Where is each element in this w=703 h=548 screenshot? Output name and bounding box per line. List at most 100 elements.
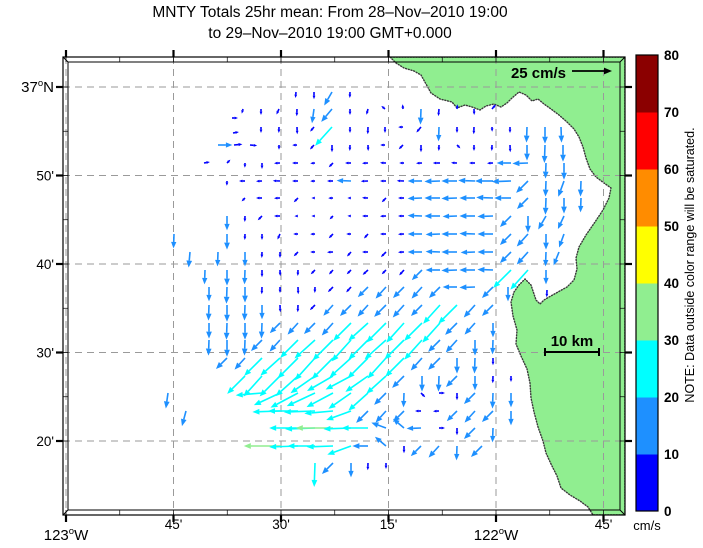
arrow-head bbox=[402, 449, 406, 454]
current-arrow bbox=[481, 410, 494, 423]
current-arrow bbox=[490, 126, 494, 132]
current-arrow bbox=[374, 436, 387, 447]
colorbar-outline bbox=[635, 54, 659, 512]
title-line2: to 29–Nov–2010 19:00 GMT+0.000 bbox=[208, 24, 452, 42]
arrow-shaft bbox=[559, 215, 565, 224]
arrow-head bbox=[380, 214, 384, 218]
arrow-head bbox=[398, 232, 402, 236]
current-arrow bbox=[428, 445, 440, 458]
arrow-shaft bbox=[311, 126, 315, 130]
current-arrow bbox=[493, 269, 512, 288]
arrow-shaft bbox=[360, 410, 369, 419]
current-arrow bbox=[381, 105, 386, 110]
current-arrow bbox=[404, 322, 423, 341]
arrow-head bbox=[454, 453, 460, 461]
arrow-head bbox=[407, 231, 415, 237]
x-tick-label: 45' bbox=[595, 517, 613, 532]
arrow-head bbox=[242, 332, 248, 340]
current-arrow bbox=[439, 426, 445, 430]
arrow-head bbox=[306, 401, 315, 408]
current-arrow bbox=[558, 126, 565, 143]
current-arrow bbox=[557, 180, 565, 197]
arrow-head bbox=[274, 196, 278, 200]
current-arrow bbox=[436, 126, 442, 142]
current-arrow bbox=[407, 249, 422, 255]
arrow-head bbox=[346, 288, 350, 293]
current-arrow bbox=[578, 197, 584, 213]
current-arrow bbox=[374, 304, 387, 317]
arrow-head bbox=[455, 129, 459, 133]
arrow-head bbox=[407, 195, 415, 201]
current-arrow bbox=[235, 391, 263, 398]
current-arrow bbox=[362, 161, 369, 165]
arrow-head bbox=[329, 216, 333, 220]
arrow-shaft bbox=[292, 392, 316, 404]
current-arrow bbox=[232, 131, 239, 134]
arrow-head bbox=[260, 368, 268, 376]
arrow-head bbox=[381, 198, 386, 203]
current-arrow bbox=[459, 213, 475, 219]
current-arrow bbox=[516, 233, 529, 247]
current-arrow bbox=[366, 144, 370, 151]
arrow-head bbox=[525, 225, 531, 233]
arrow-head bbox=[347, 196, 351, 200]
current-arrow bbox=[206, 323, 212, 339]
map-frame bbox=[62, 56, 626, 516]
arrow-shaft bbox=[468, 322, 476, 330]
current-arrow bbox=[411, 269, 423, 281]
current-arrow bbox=[543, 234, 549, 250]
arrow-head bbox=[206, 331, 212, 339]
arrow-head bbox=[371, 422, 379, 428]
current-arrow bbox=[541, 144, 548, 163]
arrow-shaft bbox=[299, 339, 316, 355]
current-arrow bbox=[437, 144, 441, 151]
arrow-shaft bbox=[311, 144, 315, 148]
current-arrow bbox=[402, 446, 406, 454]
current-arrow bbox=[508, 144, 512, 153]
arrow-head bbox=[309, 145, 314, 150]
arrow-shaft bbox=[264, 375, 281, 392]
current-arrow bbox=[386, 322, 405, 343]
arrow-shaft bbox=[397, 422, 405, 429]
arrow-head bbox=[422, 335, 430, 343]
arrow-shaft bbox=[371, 375, 387, 390]
current-arrow bbox=[310, 269, 316, 275]
colorbar-band bbox=[636, 397, 658, 455]
current-arrow bbox=[446, 410, 458, 422]
arrow-shaft bbox=[450, 375, 458, 383]
arrow-head bbox=[416, 129, 420, 133]
current-arrow bbox=[472, 145, 476, 151]
current-arrow bbox=[270, 392, 299, 408]
current-arrow bbox=[458, 177, 476, 184]
current-arrow bbox=[339, 304, 352, 317]
current-arrow bbox=[557, 215, 565, 230]
arrow-shaft bbox=[265, 357, 281, 372]
arrow-head bbox=[380, 161, 384, 165]
arrow-shaft bbox=[353, 392, 369, 407]
arrow-head bbox=[224, 242, 230, 250]
current-arrow bbox=[398, 214, 404, 218]
arrow-head bbox=[442, 284, 450, 290]
arrow-head bbox=[310, 161, 314, 165]
current-arrow bbox=[381, 197, 387, 203]
current-arrow bbox=[336, 178, 352, 184]
current-arrow bbox=[543, 270, 549, 285]
arrow-head bbox=[557, 222, 564, 230]
current-arrow bbox=[561, 163, 567, 180]
colorbar-tick-label: 80 bbox=[664, 48, 679, 63]
current-arrow bbox=[455, 428, 459, 436]
arrow-shaft bbox=[330, 162, 334, 166]
arrow-head bbox=[346, 232, 350, 236]
current-arrow bbox=[315, 126, 333, 146]
arrow-head bbox=[348, 129, 352, 133]
current-arrow bbox=[218, 142, 233, 148]
arrow-head bbox=[380, 179, 384, 183]
arrow-head bbox=[239, 179, 243, 183]
arrow-shaft bbox=[273, 339, 281, 347]
current-arrow bbox=[410, 304, 423, 317]
arrow-head bbox=[257, 216, 262, 221]
current-arrow bbox=[428, 339, 441, 352]
arrow-head bbox=[292, 161, 296, 165]
arrow-head bbox=[490, 435, 496, 443]
arrow-shaft bbox=[379, 286, 387, 294]
